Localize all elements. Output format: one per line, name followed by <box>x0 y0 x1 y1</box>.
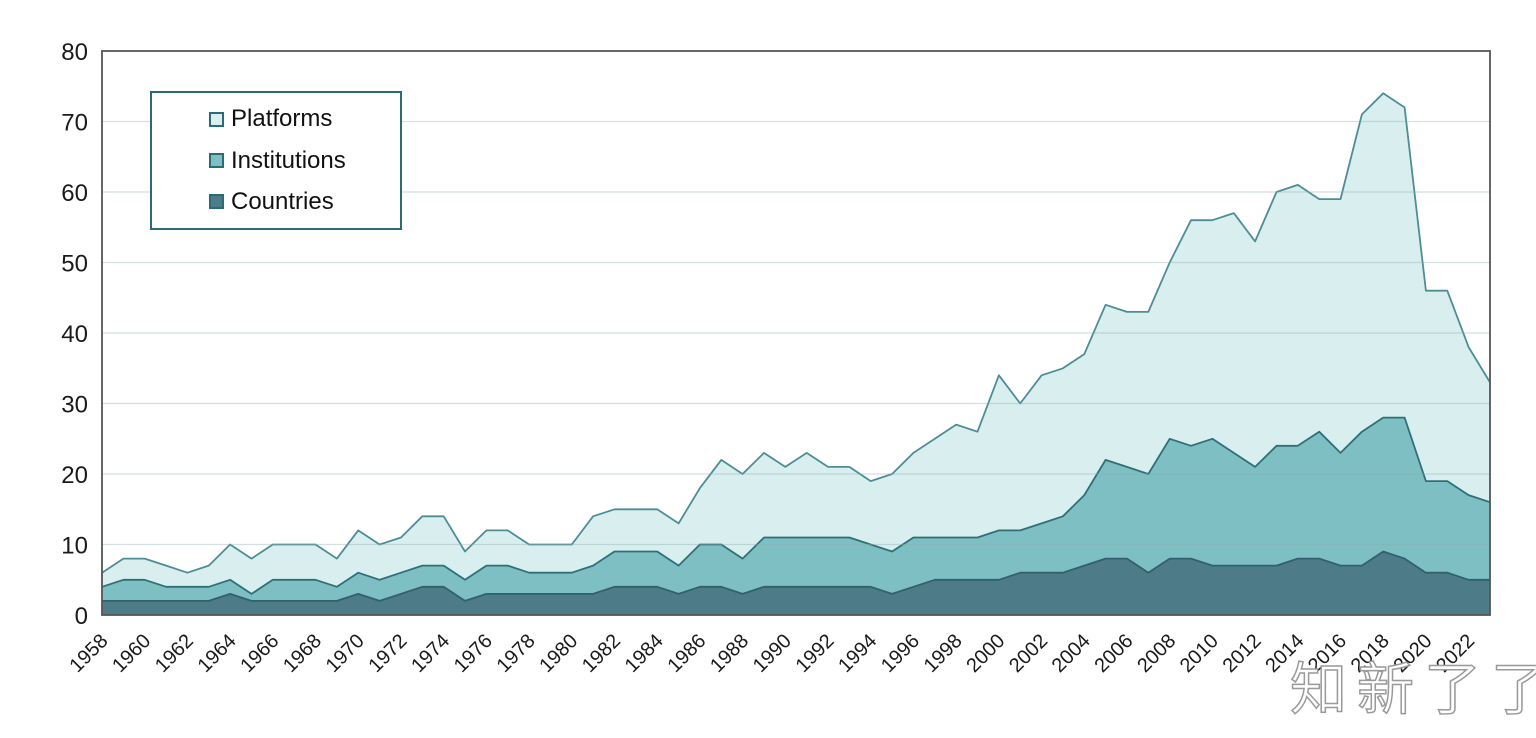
x-axis-tick-label: 1974 <box>407 630 454 677</box>
x-axis-tick-label: 1966 <box>236 630 283 677</box>
legend-item-countries: Countries <box>209 187 400 217</box>
x-axis-tick-label: 1998 <box>920 630 967 677</box>
x-axis-tick-label: 2006 <box>1090 630 1137 677</box>
watermark-text: 知新了了 <box>1289 657 1536 723</box>
x-axis-tick-label: 2010 <box>1176 630 1223 677</box>
x-axis-tick-label: 1976 <box>450 630 497 677</box>
x-axis-tick-label: 2008 <box>1133 630 1180 677</box>
x-axis-tick-label: 2012 <box>1219 630 1266 677</box>
x-axis-tick-label: 1972 <box>364 630 411 677</box>
y-axis-tick-label: 40 <box>61 321 88 348</box>
y-axis-tick-label: 80 <box>61 39 88 66</box>
line-platforms <box>101 92 1491 574</box>
y-axis-tick-label: 70 <box>61 110 88 137</box>
legend: Platforms Institutions Countries <box>150 91 402 230</box>
x-axis-tick-label: 1968 <box>279 630 326 677</box>
x-axis-tick-label: 1960 <box>108 630 155 677</box>
x-axis-tick-label: 1964 <box>194 630 241 677</box>
y-axis-tick-label: 30 <box>61 392 88 419</box>
x-axis-tick-label: 2004 <box>1048 630 1095 677</box>
x-axis-tick-label: 2000 <box>962 630 1009 677</box>
legend-item-platforms: Platforms <box>209 104 400 134</box>
legend-item-institutions: Institutions <box>209 146 400 176</box>
x-axis-tick-label: 1980 <box>535 630 582 677</box>
x-axis-tick-label: 1988 <box>706 630 753 677</box>
y-axis-tick-label: 10 <box>61 533 88 560</box>
x-axis-tick-label: 1982 <box>578 630 625 677</box>
legend-swatch-countries <box>209 194 224 210</box>
legend-label: Countries <box>231 187 334 215</box>
legend-swatch-platforms <box>209 111 224 127</box>
legend-label: Institutions <box>231 146 346 174</box>
x-axis-tick-label: 1958 <box>66 630 113 677</box>
area-countries <box>102 551 1490 615</box>
x-axis-tick-label: 1962 <box>151 630 198 677</box>
x-axis-tick-label: 1990 <box>749 630 796 677</box>
x-axis-tick-label: 1994 <box>834 630 881 677</box>
plot-border <box>101 50 1491 616</box>
x-axis-tick-label: 1984 <box>621 630 668 677</box>
line-countries <box>102 550 1490 602</box>
x-axis-tick-label: 1986 <box>663 630 710 677</box>
y-axis-tick-label: 0 <box>75 603 88 630</box>
x-axis-tick-label: 2002 <box>1005 630 1052 677</box>
legend-label: Platforms <box>231 105 333 133</box>
x-axis-tick-label: 1992 <box>792 630 839 677</box>
y-axis-tick-label: 20 <box>61 462 88 489</box>
y-axis-tick-label: 60 <box>61 180 88 207</box>
legend-swatch-institutions <box>209 153 224 168</box>
x-axis-tick-label: 1996 <box>877 630 924 677</box>
line-institutions <box>101 416 1491 595</box>
y-axis-tick-label: 50 <box>61 251 88 278</box>
x-axis-tick-label: 1978 <box>493 630 540 677</box>
x-axis-tick-label: 1970 <box>322 630 369 677</box>
area-institutions <box>102 417 1490 615</box>
